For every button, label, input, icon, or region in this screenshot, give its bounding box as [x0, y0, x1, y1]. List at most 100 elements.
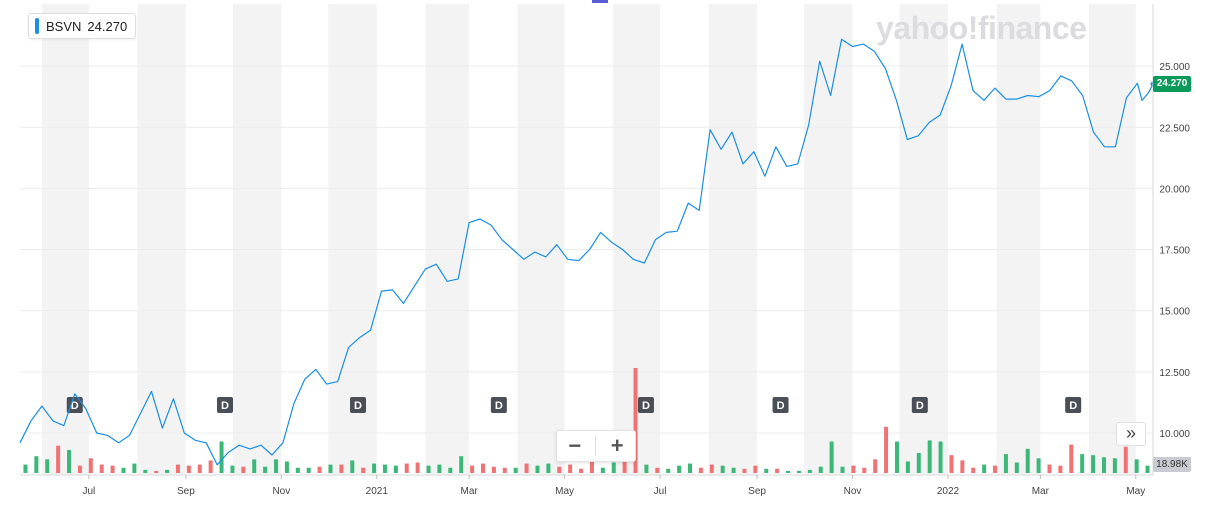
volume-bar	[894, 441, 899, 473]
price-point	[533, 250, 536, 253]
volume-bar	[742, 468, 747, 473]
month-band	[708, 4, 758, 475]
dividend-marker[interactable]	[490, 397, 507, 413]
price-line[interactable]	[19, 38, 1154, 466]
price-point	[478, 217, 481, 220]
volume-bar	[317, 466, 322, 473]
zoom-divider	[595, 436, 597, 456]
dividend-label: D	[916, 400, 924, 412]
scroll-forward-button[interactable]: »	[1116, 422, 1146, 446]
price-point	[1004, 98, 1007, 101]
x-axis: Jul Sep Nov 2021 Mar May Jul Sep Nov 2022 Mar May	[20, 474, 1153, 497]
price-point	[577, 259, 580, 262]
zoom-in-button[interactable]: +	[610, 433, 624, 458]
price-point	[873, 50, 876, 53]
price-point	[259, 444, 262, 447]
volume-bar	[34, 456, 39, 473]
price-point	[928, 121, 931, 124]
month-band	[1088, 4, 1136, 475]
y-tick-label: 22.500	[1159, 123, 1190, 134]
price-point	[752, 150, 755, 153]
price-point	[117, 441, 120, 444]
volume-bars	[23, 368, 1150, 473]
price-point	[840, 38, 843, 41]
price-point	[1048, 89, 1051, 92]
volume-bar	[1112, 458, 1117, 473]
price-point	[51, 419, 54, 422]
volume-bar	[274, 459, 279, 473]
volume-bar	[1036, 458, 1041, 473]
x-tick-label: 2022	[937, 486, 960, 497]
price-point	[599, 231, 602, 234]
price-point	[1103, 145, 1106, 148]
volume-bar	[208, 460, 213, 473]
volume-bar	[873, 459, 878, 473]
volume-bar	[535, 465, 540, 473]
volume-badge: 18.98K	[1153, 457, 1191, 472]
price-point	[216, 463, 219, 466]
volume-bar	[1101, 457, 1106, 473]
price-point	[150, 390, 153, 393]
volume-bar	[186, 465, 191, 473]
volume-bar	[786, 470, 791, 473]
month-band	[996, 4, 1041, 475]
price-point	[676, 230, 679, 233]
dividend-marker[interactable]	[911, 397, 928, 413]
dividend-marker[interactable]	[66, 397, 83, 413]
price-point	[435, 263, 438, 266]
volume-bar	[143, 469, 148, 473]
price-point	[248, 447, 251, 450]
volume-bar	[339, 464, 344, 473]
price-point	[128, 434, 131, 437]
price-line-group	[19, 38, 1156, 466]
dividend-marker[interactable]	[217, 397, 234, 413]
dividend-marker[interactable]	[772, 397, 789, 413]
volume-bar	[764, 468, 769, 473]
zoom-out-button[interactable]: −	[568, 433, 582, 458]
volume-bar	[121, 467, 126, 473]
volume-bar	[230, 465, 235, 473]
volume-bar	[644, 464, 649, 473]
x-tick-label: Sep	[177, 486, 195, 497]
price-point	[489, 223, 492, 226]
volume-bar	[132, 463, 137, 473]
volume-bar	[502, 467, 507, 473]
price-point	[862, 42, 865, 45]
x-tick-label: Jul	[82, 486, 95, 497]
volume-bar	[393, 465, 398, 473]
price-point	[895, 99, 898, 102]
price-point	[698, 209, 701, 212]
price-point	[796, 162, 799, 165]
price-point	[1125, 96, 1128, 99]
dividend-marker[interactable]	[350, 397, 367, 413]
dividend-label: D	[71, 400, 79, 412]
dividend-marker[interactable]	[637, 397, 654, 413]
price-point	[741, 162, 744, 165]
volume-bar	[448, 467, 453, 473]
zoom-controls: − +	[556, 430, 636, 462]
volume-bar	[731, 467, 736, 473]
volume-bar	[546, 463, 551, 473]
legend[interactable]: BSVN 24.270	[28, 13, 137, 39]
dividend-marker[interactable]	[1065, 397, 1082, 413]
month-band	[899, 4, 948, 475]
price-point	[391, 288, 394, 291]
price-point	[763, 175, 766, 178]
x-tick-label: May	[1126, 486, 1145, 497]
price-point	[172, 397, 175, 400]
volume-bar	[818, 466, 823, 473]
price-point	[621, 248, 624, 251]
volume-bar	[971, 467, 976, 473]
price-point	[369, 329, 372, 332]
y-tick-label: 25.000	[1159, 62, 1190, 73]
volume-bar	[437, 464, 442, 473]
price-point	[84, 407, 87, 410]
price-point	[730, 131, 733, 134]
volume-bar	[154, 470, 159, 473]
price-point	[709, 128, 712, 131]
price-point	[610, 241, 613, 244]
price-point	[194, 439, 197, 442]
